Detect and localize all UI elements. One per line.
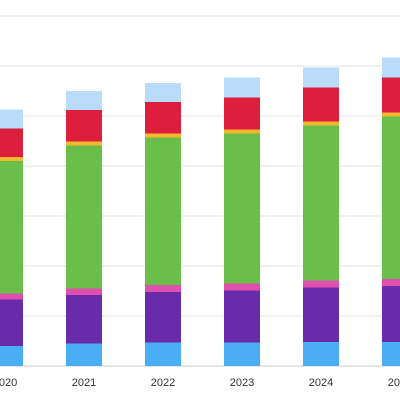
bar-segment-2020-s2 bbox=[0, 299, 23, 346]
bar-segment-2022-s4 bbox=[145, 137, 181, 285]
bar-segment-2020-s7 bbox=[0, 109, 23, 129]
bar-segment-2023-s5 bbox=[224, 129, 260, 134]
bar-segment-2025-s3 bbox=[382, 279, 400, 286]
bar-segment-2020-s3 bbox=[0, 293, 23, 300]
bar-segment-2023-s7 bbox=[224, 77, 260, 98]
bar-segment-2024-s6 bbox=[303, 87, 339, 122]
bar-segment-2023-s6 bbox=[224, 97, 260, 130]
bar-segment-2024-s5 bbox=[303, 121, 339, 126]
bar-segment-2020-s4 bbox=[0, 161, 23, 294]
bar-segment-2024-s3 bbox=[303, 280, 339, 288]
bar-segment-2022-s3 bbox=[145, 285, 181, 292]
x-tick-label: 2022 bbox=[151, 377, 175, 389]
x-tick-label: 2024 bbox=[309, 377, 333, 389]
bar-segment-2022-s1 bbox=[145, 342, 181, 366]
bar-segment-2022-s6 bbox=[145, 102, 181, 134]
bar-segment-2021-s2 bbox=[66, 295, 102, 344]
bar-segment-2021-s1 bbox=[66, 343, 102, 366]
bar-segment-2024-s2 bbox=[303, 287, 339, 342]
bar-segment-2021-s3 bbox=[66, 288, 102, 295]
bar-segment-2024-s4 bbox=[303, 125, 339, 281]
x-tick-label: 2025 bbox=[388, 377, 400, 389]
x-tick-label: 2023 bbox=[230, 377, 254, 389]
bar-segment-2021-s5 bbox=[66, 141, 102, 146]
bar-segment-2020-s1 bbox=[0, 346, 23, 366]
bar-segment-2025-s1 bbox=[382, 342, 400, 366]
bar-segment-2022-s2 bbox=[145, 292, 181, 343]
bar-segment-2025-s5 bbox=[382, 112, 400, 117]
bar-segment-2025-s6 bbox=[382, 77, 400, 113]
bar-segment-2024-s1 bbox=[303, 342, 339, 366]
bar-segment-2022-s5 bbox=[145, 133, 181, 138]
bar-stacks bbox=[0, 57, 400, 366]
bar-segment-2025-s4 bbox=[382, 116, 400, 279]
bar-segment-2021-s4 bbox=[66, 145, 102, 289]
bar-segment-2020-s6 bbox=[0, 128, 23, 157]
bar-segment-2021-s6 bbox=[66, 110, 102, 142]
bar-segment-2023-s1 bbox=[224, 342, 260, 366]
bar-segment-2025-s7 bbox=[382, 57, 400, 78]
gridlines bbox=[0, 15, 400, 367]
bar-segment-2024-s7 bbox=[303, 67, 339, 88]
bar-segment-2020-s5 bbox=[0, 157, 23, 161]
bar-segment-2023-s4 bbox=[224, 133, 260, 284]
x-tick-label: 2021 bbox=[72, 377, 96, 389]
bar-segment-2023-s2 bbox=[224, 290, 260, 343]
bar-segment-2023-s3 bbox=[224, 283, 260, 291]
bar-segment-2021-s7 bbox=[66, 91, 102, 110]
bar-segment-2022-s7 bbox=[145, 83, 181, 102]
bar-segment-2025-s2 bbox=[382, 286, 400, 342]
